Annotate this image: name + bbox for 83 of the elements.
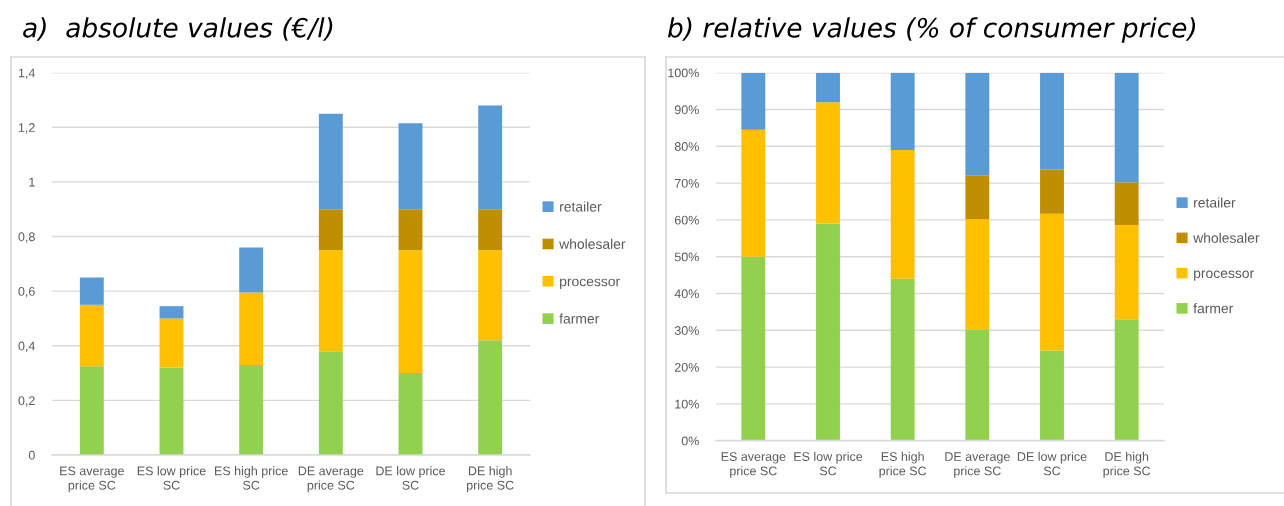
y-tick-label: 50% (674, 252, 699, 262)
chart-title: a) absolute values (€/l) (23, 17, 333, 41)
bar (741, 256, 766, 441)
bar (1114, 225, 1139, 320)
bar (398, 123, 423, 210)
bar (1114, 182, 1139, 226)
bar (890, 72, 915, 150)
y-tick-label: 30% (674, 326, 699, 335)
legend-label: farmer (559, 313, 600, 324)
y-tick-label: 10% (675, 399, 699, 409)
y-tick-label: 1,2 (18, 123, 35, 134)
y-tick-label: 1 (29, 177, 35, 187)
y-tick-label: 20% (674, 362, 699, 372)
legend-label: farmer (1193, 303, 1234, 314)
legend-label: processor (1194, 270, 1254, 281)
legend-label: wholesaler (1193, 232, 1260, 243)
y-tick-label: 40% (674, 289, 699, 299)
legend-label: wholesaler (559, 238, 626, 249)
y-tick-label: 80% (674, 142, 699, 151)
bar (398, 250, 423, 374)
bar (816, 102, 840, 224)
bar (478, 209, 503, 251)
y-tick-label: 0,6 (18, 286, 35, 298)
bar (741, 72, 766, 130)
x-tick-label: ES high price SC (879, 451, 927, 478)
bar (816, 223, 840, 441)
x-tick-label: DE low price SC (376, 466, 446, 490)
y-tick-label: 60% (674, 215, 699, 225)
x-tick-label: DE average price SC (945, 452, 1010, 478)
y-tick-label: 90% (674, 105, 699, 115)
bar (1040, 350, 1064, 441)
bar (239, 247, 264, 293)
bar (965, 72, 990, 176)
x-tick-label: DE high price SC (467, 466, 514, 493)
x-tick-label: DE average price SC (298, 466, 364, 493)
bar (741, 129, 766, 257)
y-tick-label: 0% (681, 436, 699, 446)
x-tick-label: ES high price SC (215, 466, 288, 490)
bar (816, 72, 840, 103)
y-tick-label: 0,8 (18, 232, 35, 243)
bar (79, 366, 104, 455)
bar (318, 250, 343, 352)
bar (1040, 169, 1064, 214)
bar (1114, 319, 1139, 441)
bar (478, 105, 503, 210)
bar (159, 318, 184, 368)
bar (398, 209, 423, 251)
bar (318, 209, 343, 251)
bar (1040, 213, 1064, 351)
bar (318, 351, 343, 455)
bar (239, 364, 264, 455)
y-tick-label: 0,2 (18, 396, 35, 407)
bar (318, 113, 343, 210)
bar (478, 340, 503, 455)
x-tick-label: DE high price SC (1103, 451, 1151, 478)
bar (398, 373, 423, 455)
bar (1114, 72, 1139, 183)
bar (159, 306, 184, 319)
bar (965, 329, 990, 441)
legend-label: retailer (1194, 197, 1236, 208)
bar (79, 277, 104, 305)
y-tick-label: 0 (28, 450, 35, 460)
bar (965, 219, 990, 330)
y-tick-label: 70% (674, 178, 699, 188)
bar (159, 367, 184, 455)
x-tick-label: DE low price SC (1017, 451, 1087, 476)
bar (79, 304, 104, 367)
bar (478, 250, 503, 341)
bar (239, 292, 264, 365)
x-tick-label: ES average price SC (721, 452, 786, 478)
y-tick-label: 100% (668, 68, 699, 78)
bar (890, 278, 915, 441)
legend-label: retailer (560, 201, 602, 212)
x-tick-label: ES low price SC (137, 466, 206, 490)
x-tick-label: ES low price SC (794, 451, 863, 476)
chart-title: b) relative values (% of consumer price) (667, 17, 1196, 43)
bar (965, 175, 990, 220)
legend-label: processor (560, 278, 620, 290)
x-tick-label: ES average price SC (60, 466, 124, 493)
bar (890, 149, 915, 279)
y-tick-label: 1,4 (18, 68, 35, 79)
bar (1040, 72, 1064, 170)
y-tick-label: 0,4 (18, 341, 35, 352)
